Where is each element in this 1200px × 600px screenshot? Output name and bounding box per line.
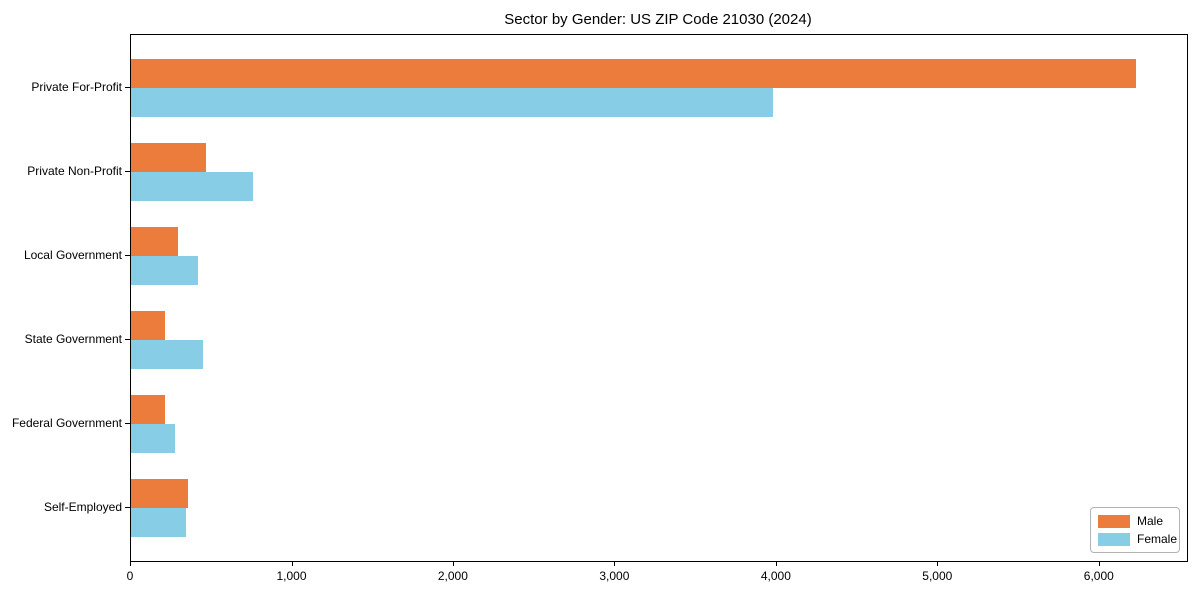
plot-area xyxy=(130,34,1188,562)
bar-male-local-government xyxy=(131,227,178,256)
chart-title: Sector by Gender: US ZIP Code 21030 (202… xyxy=(504,11,812,28)
bar-female-private-non-profit xyxy=(131,172,253,201)
x-tick-mark-4-000 xyxy=(775,561,777,566)
legend-label-male: Male xyxy=(1137,514,1164,528)
x-tick-label-6-000: 6,000 xyxy=(1083,569,1114,583)
bar-female-private-for-profit xyxy=(131,88,773,117)
x-tick-label-4-000: 4,000 xyxy=(760,569,791,583)
y-tick-label-self-employed: Self-Employed xyxy=(43,500,122,514)
x-tick-mark-3-000 xyxy=(614,561,616,566)
x-tick-label-5-000: 5,000 xyxy=(922,569,953,583)
y-tick-label-local-government: Local Government xyxy=(23,248,122,262)
legend-entry-male: Male xyxy=(1098,514,1172,528)
male-color-swatch xyxy=(1098,514,1130,528)
bar-female-state-government xyxy=(131,340,203,369)
x-tick-mark-6-000 xyxy=(1098,561,1100,566)
x-tick-label-1-000: 1,000 xyxy=(276,569,307,583)
female-color-swatch xyxy=(1098,532,1130,546)
y-tick-mark-federal-government xyxy=(125,423,130,424)
y-tick-mark-self-employed xyxy=(125,507,130,508)
y-tick-mark-private-for-profit xyxy=(125,87,130,88)
x-tick-mark-2-000 xyxy=(452,561,454,566)
bar-male-federal-government xyxy=(131,395,165,424)
x-tick-label-2-000: 2,000 xyxy=(437,569,468,583)
legend-label-female: Female xyxy=(1137,532,1178,546)
bar-female-federal-government xyxy=(131,424,175,453)
x-tick-mark-5-000 xyxy=(937,561,939,566)
x-tick-label-3-000: 3,000 xyxy=(599,569,630,583)
legend: Male Female xyxy=(1090,507,1180,553)
y-tick-mark-private-non-profit xyxy=(125,171,130,172)
y-tick-label-state-government: State Government xyxy=(24,332,122,346)
legend-entry-female: Female xyxy=(1098,532,1177,546)
y-tick-label-private-non-profit: Private Non-Profit xyxy=(27,164,122,178)
x-tick-mark-1-000 xyxy=(291,561,293,566)
bar-female-local-government xyxy=(131,256,198,285)
y-tick-label-private-for-profit: Private For-Profit xyxy=(31,80,122,94)
y-tick-label-federal-government: Federal Government xyxy=(11,416,122,430)
bar-male-private-for-profit xyxy=(131,59,1137,88)
bar-male-self-employed xyxy=(131,479,188,508)
bar-female-self-employed xyxy=(131,508,186,537)
y-tick-mark-state-government xyxy=(125,339,130,340)
x-tick-label-0: 0 xyxy=(126,569,134,583)
y-tick-mark-local-government xyxy=(125,255,130,256)
x-tick-mark-0 xyxy=(130,561,131,566)
bar-male-private-non-profit xyxy=(131,143,207,172)
bar-male-state-government xyxy=(131,311,165,340)
